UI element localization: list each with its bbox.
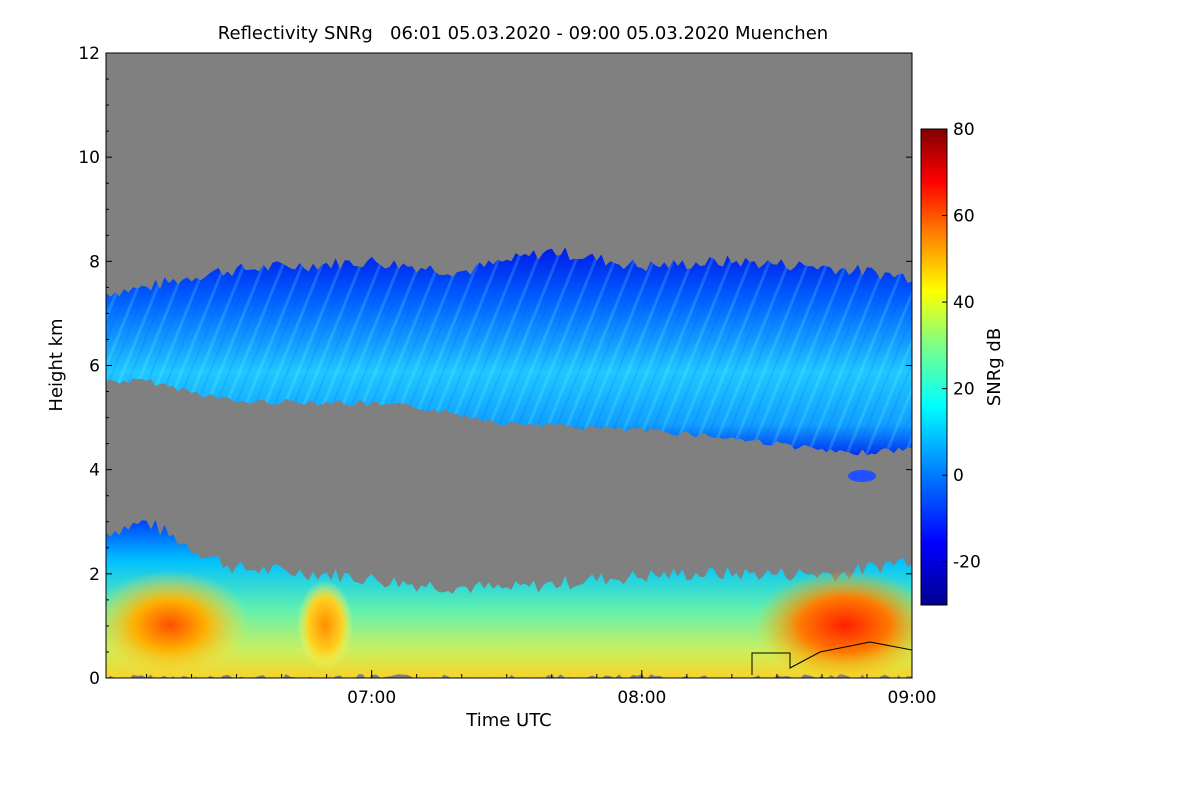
y-tick-label: 0 xyxy=(89,669,100,689)
x-axis-label: Time UTC xyxy=(465,710,551,731)
y-tick-label: 12 xyxy=(78,44,100,64)
x-axis: 07:00 08:00 09:00 xyxy=(146,670,937,708)
colorbar-tick-label: 40 xyxy=(953,293,975,313)
upper-cloud-fall-streaks xyxy=(106,247,912,456)
y-axis-label: Height km xyxy=(46,318,67,411)
y-tick-label: 2 xyxy=(89,565,100,585)
y-tick-label: 6 xyxy=(89,357,100,377)
small-echo-blob xyxy=(848,470,876,482)
x-tick-label: 09:00 xyxy=(888,688,937,708)
y-tick-label: 8 xyxy=(89,252,100,272)
x-tick-label: 07:00 xyxy=(347,688,396,708)
colorbar-tick-label: -20 xyxy=(953,553,981,573)
colorbar-tick-label: 60 xyxy=(953,207,975,227)
colorbar-tick-label: 20 xyxy=(953,380,975,400)
ground-line xyxy=(751,641,912,675)
lower-warm-core-mid xyxy=(297,580,353,670)
colorbar-label: SNRg dB xyxy=(984,328,1005,406)
colorbar-axis: -20 0 20 40 60 80 xyxy=(942,120,981,573)
lower-warm-core-left xyxy=(106,570,250,678)
x-tick-label: 08:00 xyxy=(617,688,666,708)
colorbar-tick-label: 80 xyxy=(953,120,975,140)
colorbar-tick-label: 0 xyxy=(953,466,964,486)
lower-warm-core-right xyxy=(755,570,912,678)
y-axis: 0 2 4 6 8 10 12 xyxy=(78,44,912,689)
colorbar xyxy=(920,128,948,606)
chart-title: Reflectivity SNRg 06:01 05.03.2020 - 09:… xyxy=(218,23,828,44)
y-tick-label: 4 xyxy=(89,461,100,481)
reflectivity-field xyxy=(106,247,912,678)
y-tick-label: 10 xyxy=(78,148,100,168)
